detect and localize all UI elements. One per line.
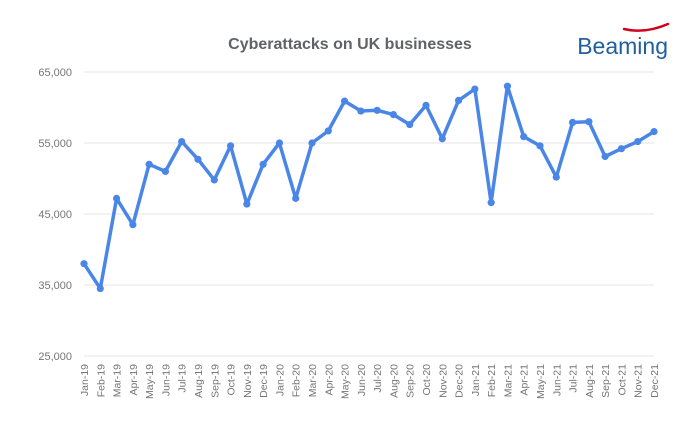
data-point — [112, 194, 121, 202]
data-point — [243, 200, 251, 208]
gridlines — [84, 71, 654, 357]
x-tick-label: Sep-21 — [600, 364, 612, 398]
data-point — [536, 142, 544, 150]
x-tick-label: May-19 — [144, 364, 156, 399]
data-point — [340, 97, 349, 105]
x-tick-label: Nov-21 — [633, 364, 645, 398]
y-tick-label: 35,000 — [38, 280, 72, 292]
data-point — [650, 128, 658, 136]
x-tick-label: Sep-19 — [209, 364, 221, 398]
data-point — [80, 260, 88, 268]
data-point — [373, 106, 381, 114]
data-point — [568, 118, 577, 127]
data-point — [487, 199, 495, 207]
x-axis: Jan-19 Feb-19 Mar-19 Apr-19 May-19 Jun-19 Jul-… — [79, 364, 661, 399]
x-tick-label: Apr-19 — [128, 364, 140, 396]
data-point — [389, 111, 398, 119]
x-tick-label: Feb-20 — [291, 364, 303, 397]
data-point — [194, 155, 202, 163]
data-point — [634, 137, 642, 146]
series-layer — [80, 82, 658, 293]
x-tick-label: May-20 — [340, 364, 352, 399]
logo-swoosh — [622, 22, 670, 32]
y-tick-label: 45,000 — [38, 209, 72, 221]
x-tick-label: Jul-21 — [568, 364, 580, 393]
x-tick-label: Oct-19 — [226, 364, 238, 396]
data-point — [520, 133, 528, 141]
data-point — [161, 167, 170, 175]
x-tick-label: Dec-19 — [258, 364, 270, 398]
data-point — [275, 139, 284, 147]
x-tick-label: Jan-19 — [79, 364, 91, 396]
data-point — [129, 221, 137, 229]
data-point — [585, 118, 593, 126]
data-point — [601, 152, 609, 161]
data-point — [454, 96, 463, 104]
x-tick-label: Jun-19 — [160, 364, 172, 396]
x-tick-label: Nov-20 — [437, 364, 449, 398]
logo-text: Beaming — [577, 33, 668, 59]
data-point — [145, 160, 153, 168]
x-tick-label: Jun-20 — [356, 364, 368, 396]
data-point — [259, 160, 267, 168]
x-tick-label: Mar-21 — [502, 364, 514, 397]
x-tick-label: May-21 — [535, 364, 547, 399]
x-tick-label: Jan-20 — [274, 364, 286, 396]
x-tick-label: Sep-20 — [405, 364, 417, 398]
beaming-logo: Beaming — [577, 22, 670, 59]
series-line — [82, 84, 656, 291]
x-tick-label: Jan-21 — [470, 364, 482, 396]
data-point — [617, 145, 626, 153]
chart-title: Cyberattacks on UK businesses — [228, 36, 472, 53]
x-tick-label: Mar-20 — [307, 364, 319, 397]
y-tick-label: 55,000 — [38, 138, 72, 150]
x-tick-label: Aug-19 — [193, 364, 205, 398]
data-point — [178, 137, 186, 146]
x-tick-label: Oct-20 — [421, 364, 433, 396]
data-point — [210, 176, 218, 184]
x-tick-label: Dec-21 — [649, 364, 661, 398]
x-tick-label: Aug-21 — [584, 364, 596, 398]
x-tick-label: Jun-21 — [551, 364, 563, 396]
y-axis: 25,000 35,000 45,000 55,000 65,000 — [38, 67, 72, 363]
x-tick-label: Feb-19 — [95, 364, 107, 397]
data-point — [503, 82, 512, 90]
data-point — [96, 284, 104, 293]
data-point — [552, 173, 560, 181]
data-point — [292, 194, 300, 202]
x-tick-label: Apr-21 — [519, 364, 531, 396]
data-point — [422, 101, 430, 109]
data-point — [226, 142, 235, 150]
y-tick-label: 65,000 — [38, 67, 72, 79]
x-tick-label: Oct-21 — [616, 364, 628, 396]
x-tick-label: Dec-20 — [454, 364, 466, 398]
data-point — [406, 120, 414, 129]
x-tick-label: Mar-19 — [112, 364, 124, 397]
x-tick-label: Feb-21 — [486, 364, 498, 397]
y-tick-label: 25,000 — [38, 351, 72, 363]
x-tick-label: Jul-19 — [177, 364, 189, 393]
x-tick-label: Jul-20 — [372, 364, 384, 393]
data-point — [471, 85, 479, 93]
x-tick-label: Nov-19 — [242, 364, 254, 398]
data-point — [438, 135, 446, 143]
data-point — [308, 139, 316, 147]
x-tick-label: Aug-20 — [388, 364, 400, 398]
x-tick-label: Apr-20 — [323, 364, 335, 396]
data-point — [324, 127, 332, 135]
data-point — [357, 107, 365, 115]
